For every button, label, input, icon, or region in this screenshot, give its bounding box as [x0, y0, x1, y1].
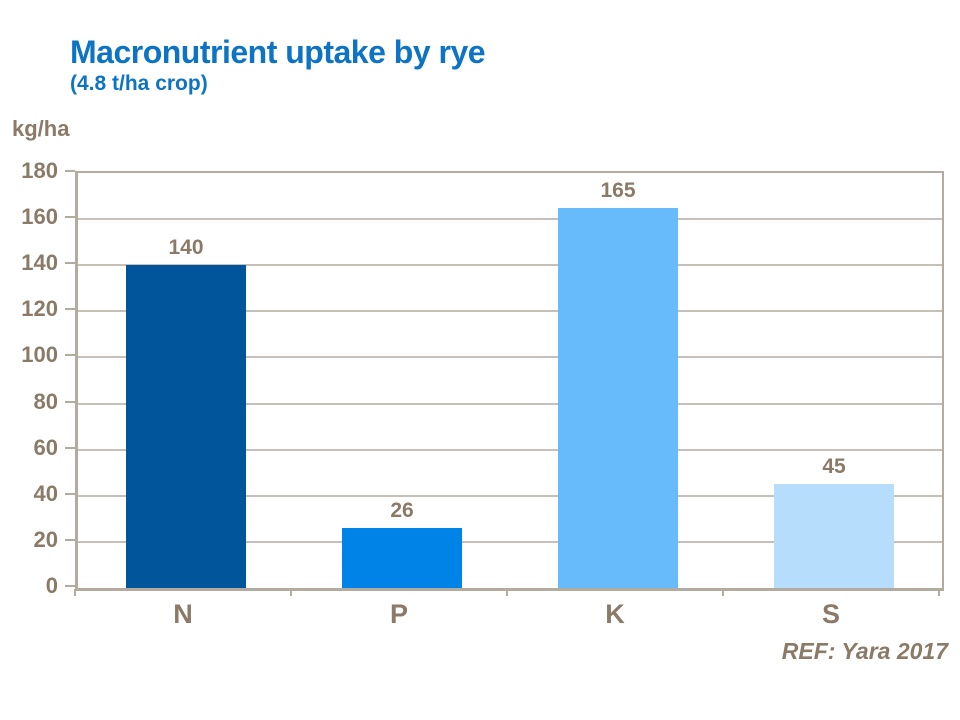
y-tick-mark-100 [65, 354, 75, 357]
x-tick-mark-1 [290, 589, 292, 596]
y-tick-label-160: 160 [21, 204, 58, 230]
gridline-40 [78, 494, 942, 497]
y-tick-mark-180 [65, 170, 75, 172]
chart-title: Macronutrient uptake by rye [70, 34, 486, 70]
bar-slot-n: 140 [78, 173, 294, 588]
bar-value-label-k: 165 [600, 178, 636, 202]
bar-p [342, 528, 462, 588]
gridline-120 [78, 310, 942, 313]
y-tick-label-0: 0 [45, 573, 58, 598]
reference-text: REF: Yara 2017 [781, 638, 948, 664]
bar-k [558, 207, 678, 588]
y-tick-label-40: 40 [33, 480, 58, 506]
x-axis-label-k: K [605, 599, 625, 629]
x-axis-label-p: P [389, 599, 408, 629]
bar-n [126, 265, 246, 588]
bar-s [774, 484, 894, 588]
y-tick-mark-160 [65, 216, 75, 219]
bar-slot-s: 45 [726, 173, 942, 588]
y-tick-mark-20 [65, 538, 75, 541]
bar-value-label-p: 26 [390, 499, 414, 523]
plot-area: 140 26 165 45 [75, 171, 944, 591]
chart-subtitle: (4.8 t/ha crop) [70, 72, 208, 95]
y-tick-label-20: 20 [33, 526, 58, 552]
y-tick-mark-140 [65, 262, 75, 265]
x-axis-label-s: S [821, 599, 840, 629]
x-tick-mark-4 [938, 589, 940, 596]
bar-slot-k: 165 [510, 173, 726, 588]
gridline-160 [78, 218, 942, 221]
y-tick-mark-120 [65, 308, 75, 311]
x-tick-mark-3 [722, 589, 724, 596]
y-tick-mark-60 [65, 446, 75, 449]
y-tick-label-80: 80 [33, 388, 58, 414]
y-tick-label-180: 180 [21, 158, 58, 183]
gridline-80 [78, 402, 942, 405]
bar-value-label-n: 140 [168, 236, 204, 260]
gridline-20 [78, 540, 942, 543]
y-tick-mark-0 [65, 585, 75, 587]
y-tick-mark-40 [65, 492, 75, 495]
y-tick-mark-80 [65, 400, 75, 403]
y-axis-unit-label: kg/ha [12, 116, 70, 141]
x-tick-mark-2 [506, 589, 508, 596]
y-tick-label-100: 100 [21, 342, 58, 368]
y-tick-label-120: 120 [21, 296, 58, 322]
gridline-100 [78, 356, 942, 359]
bar-value-label-s: 45 [822, 455, 846, 479]
gridline-140 [78, 264, 942, 267]
y-tick-label-140: 140 [21, 250, 58, 276]
x-tick-mark-0 [74, 589, 76, 596]
gridline-60 [78, 448, 942, 451]
y-tick-label-60: 60 [33, 434, 58, 460]
x-axis-label-n: N [173, 599, 193, 629]
bar-slot-p: 26 [294, 173, 510, 588]
